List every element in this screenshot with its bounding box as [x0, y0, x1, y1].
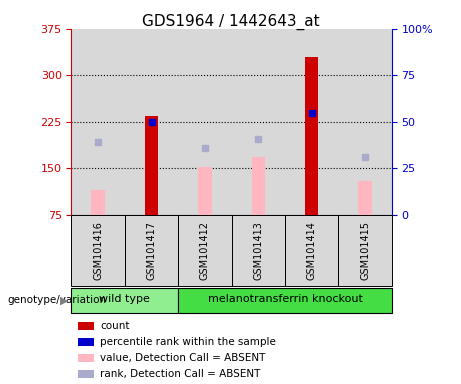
Bar [231, 29, 285, 215]
Text: GSM101412: GSM101412 [200, 221, 210, 280]
Bar [78, 354, 94, 362]
Text: GSM101414: GSM101414 [307, 221, 317, 280]
Bar [78, 370, 94, 378]
Bar [91, 190, 105, 215]
Bar [178, 215, 231, 286]
Text: melanotransferrin knockout: melanotransferrin knockout [207, 294, 362, 304]
Bar [125, 215, 178, 286]
Bar [285, 215, 338, 286]
Bar [198, 167, 212, 215]
Text: GSM101415: GSM101415 [360, 221, 370, 280]
Text: GSM101416: GSM101416 [93, 221, 103, 280]
Bar [252, 157, 265, 215]
Bar [78, 323, 94, 330]
Bar [231, 215, 285, 286]
Bar [359, 181, 372, 215]
Text: GSM101413: GSM101413 [254, 221, 263, 280]
Bar [178, 29, 231, 215]
Text: GSM101417: GSM101417 [147, 221, 157, 280]
Bar [145, 116, 158, 215]
Text: rank, Detection Call = ABSENT: rank, Detection Call = ABSENT [100, 369, 260, 379]
Bar [71, 215, 125, 286]
Bar [338, 215, 392, 286]
Text: count: count [100, 321, 130, 331]
Text: percentile rank within the sample: percentile rank within the sample [100, 337, 276, 347]
Bar [305, 57, 319, 215]
Bar [178, 288, 392, 313]
Text: ▶: ▶ [60, 295, 69, 306]
Bar [78, 338, 94, 346]
Bar [125, 29, 178, 215]
Text: genotype/variation: genotype/variation [7, 295, 106, 306]
Bar [338, 29, 392, 215]
Text: value, Detection Call = ABSENT: value, Detection Call = ABSENT [100, 353, 266, 363]
Bar [285, 29, 338, 215]
Text: GDS1964 / 1442643_at: GDS1964 / 1442643_at [142, 13, 319, 30]
Bar [71, 29, 125, 215]
Bar [71, 288, 178, 313]
Text: wild type: wild type [100, 294, 150, 304]
